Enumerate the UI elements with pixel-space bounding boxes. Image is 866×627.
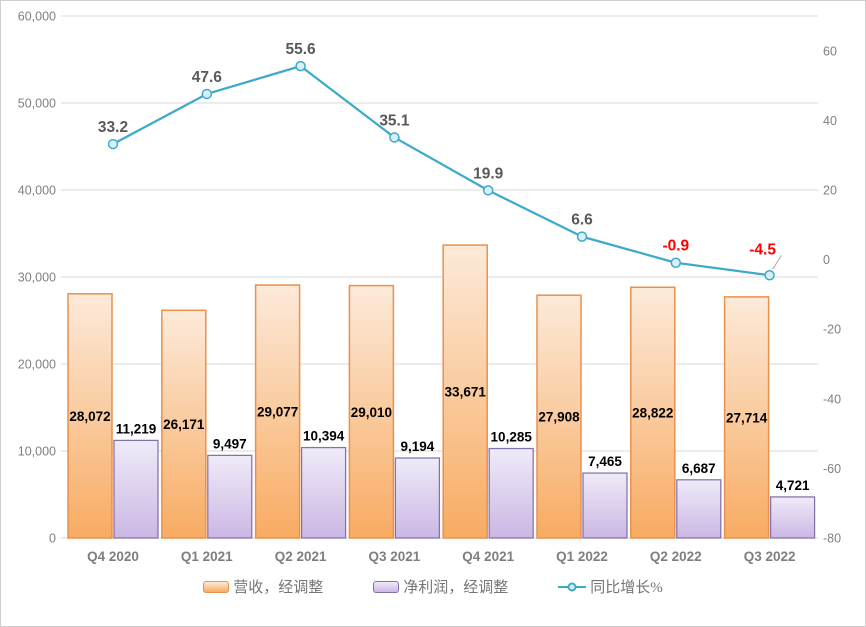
bar-net-profit — [113, 439, 159, 539]
growth-label: 47.6 — [192, 69, 223, 86]
right-axis-tick-label: -40 — [823, 392, 841, 406]
growth-marker — [295, 60, 306, 72]
growth-line — [112, 64, 770, 277]
growth-marker — [107, 138, 119, 150]
bar-label-net-profit: 6,687 — [682, 461, 716, 476]
legend-item-growth: 同比增长% — [558, 576, 663, 597]
growth-label: 19.9 — [473, 165, 504, 182]
growth-marker — [201, 88, 213, 100]
right-axis-tick-label: -60 — [823, 462, 841, 476]
bar-revenue — [254, 284, 301, 539]
left-axis-tick-label: 60,000 — [18, 10, 56, 24]
bar-label-net-profit: 11,219 — [116, 421, 157, 436]
bar-revenue — [67, 293, 113, 539]
growth-label: -4.5 — [749, 241, 776, 258]
bar-label-revenue: 29,010 — [351, 405, 392, 420]
x-axis-label: Q3 2021 — [369, 549, 421, 564]
left-axis-tick-label: 40,000 — [18, 184, 56, 198]
x-axis-label: Q2 2021 — [275, 549, 327, 564]
right-axis-tick-label: 0 — [823, 253, 830, 267]
x-axis-label: Q3 2022 — [744, 549, 796, 564]
bar-net-profit — [207, 454, 253, 539]
legend-item-revenue: 营收，经调整 — [203, 576, 323, 597]
bar-revenue — [536, 294, 582, 539]
bar-label-revenue: 33,671 — [445, 385, 487, 400]
bar-net-profit — [582, 472, 628, 539]
growth-marker — [576, 231, 588, 242]
right-axis-tick-label: 20 — [823, 184, 837, 198]
legend-label-revenue: 营收，经调整 — [233, 580, 324, 596]
right-axis-tick-label: -80 — [823, 532, 841, 546]
bar-net-profit — [676, 479, 722, 539]
growth-marker — [670, 257, 682, 268]
legend-label-growth: 同比增长% — [590, 580, 663, 596]
right-axis-tick-label: 60 — [823, 44, 837, 58]
bar-net-profit — [488, 447, 534, 539]
bar-revenue — [348, 284, 395, 539]
bar-net-profit — [394, 457, 441, 539]
x-axis-label: Q2 2022 — [650, 549, 702, 564]
right-axis-tick-label: 40 — [823, 114, 837, 128]
bar-label-net-profit: 7,465 — [588, 454, 622, 469]
net-profit-bar-swatch-icon — [373, 580, 400, 593]
left-axis-tick-label: 0 — [49, 532, 56, 546]
x-axis-label: Q4 2021 — [462, 549, 514, 564]
growth-label: 35.1 — [379, 112, 410, 129]
growth-marker — [482, 185, 494, 196]
growth-line-swatch-icon — [558, 582, 587, 592]
growth-line-swatch-marker — [567, 582, 577, 591]
bar-net-profit — [769, 496, 816, 539]
x-axis-label: Q1 2021 — [181, 549, 233, 564]
growth-label: 55.6 — [286, 41, 317, 58]
bar-revenue — [723, 296, 770, 539]
right-axis-tick-label: -20 — [823, 323, 841, 337]
left-axis-tick-label: 20,000 — [18, 358, 56, 372]
bar-label-revenue: 26,171 — [163, 417, 205, 432]
bar-label-net-profit: 10,285 — [491, 430, 533, 445]
growth-marker — [389, 132, 400, 143]
growth-label: 33.2 — [98, 119, 128, 136]
growth-marker — [764, 270, 775, 281]
label-leader-line — [772, 254, 783, 270]
bar-label-revenue: 28,822 — [632, 406, 673, 421]
x-axis-label: Q1 2022 — [556, 549, 608, 564]
x-axis-label: Q4 2020 — [87, 549, 139, 564]
left-axis-tick-label: 10,000 — [18, 445, 56, 459]
left-axis-tick-label: 30,000 — [18, 271, 56, 285]
bar-revenue — [442, 244, 488, 539]
bar-label-revenue: 28,072 — [69, 409, 110, 424]
chart-legend: 营收，经调整 净利润，经调整 同比增长% — [1, 576, 865, 597]
revenue-bar-swatch-icon — [203, 580, 230, 593]
legend-item-net-profit: 净利润，经调整 — [373, 576, 508, 597]
growth-label: -0.9 — [662, 238, 689, 255]
bar-label-net-profit: 9,497 — [213, 436, 247, 451]
bar-revenue — [161, 309, 207, 539]
bar-label-revenue: 29,077 — [257, 405, 298, 420]
bar-net-profit — [300, 446, 347, 539]
growth-label: 6.6 — [571, 212, 593, 229]
bar-revenue — [630, 286, 676, 539]
bar-label-net-profit: 4,721 — [776, 478, 810, 493]
bar-label-revenue: 27,908 — [538, 410, 580, 425]
legend-label-net-profit: 净利润，经调整 — [403, 580, 509, 596]
bar-label-net-profit: 10,394 — [303, 429, 345, 444]
bar-label-net-profit: 9,194 — [401, 439, 435, 454]
left-axis-tick-label: 50,000 — [18, 97, 56, 111]
bar-label-revenue: 27,714 — [726, 410, 768, 425]
